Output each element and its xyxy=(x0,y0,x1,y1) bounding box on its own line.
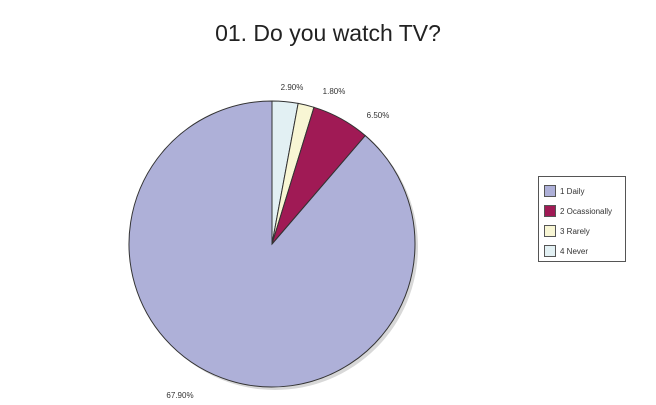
legend-item-never: 4 Never xyxy=(544,241,620,261)
legend-swatch-ocassionally xyxy=(544,205,556,217)
legend-item-daily: 1 Daily xyxy=(544,181,620,201)
slice-label-3: 6.50% xyxy=(367,111,390,120)
slice-label-2: 1.80% xyxy=(323,87,346,96)
pie-slice-2-ocassionally xyxy=(271,106,366,245)
legend-item-rarely: 3 Rarely xyxy=(544,221,620,241)
slice-label-1: 2.90% xyxy=(281,83,304,92)
chart-title: 01. Do you watch TV? xyxy=(215,20,441,46)
legend-swatch-daily xyxy=(544,185,556,197)
legend-label-rarely: 3 Rarely xyxy=(560,226,590,236)
legend: 1 Daily 2 Ocassionally 3 Rarely 4 Never xyxy=(538,176,626,262)
legend-label-daily: 1 Daily xyxy=(560,186,585,196)
legend-label-never: 4 Never xyxy=(560,246,589,256)
legend-item-ocassionally: 2 Ocassionally xyxy=(544,201,620,221)
legend-swatch-never xyxy=(544,245,556,257)
slice-label-daily: 67.90% xyxy=(166,391,193,400)
legend-swatch-rarely xyxy=(544,225,556,237)
legend-label-ocassionally: 2 Ocassionally xyxy=(560,206,613,216)
